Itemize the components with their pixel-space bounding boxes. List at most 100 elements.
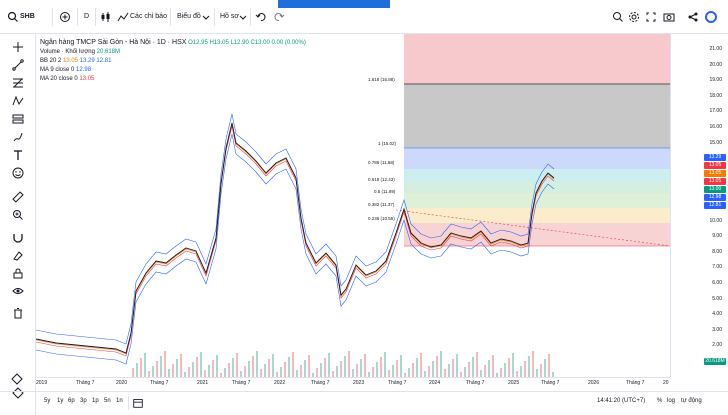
fib-zone-cyan [404, 169, 670, 182]
fib-label-1: 1 (15.02) [378, 141, 397, 146]
volume-bar [536, 369, 538, 377]
indicator-line [35, 123, 555, 355]
trash-icon[interactable] [11, 306, 25, 320]
chevron-down-icon[interactable] [199, 10, 213, 24]
time-tick: Tháng 7 [232, 380, 251, 386]
volume-bar [376, 362, 378, 377]
logo-icon[interactable] [704, 10, 718, 24]
volume-bar [492, 355, 494, 377]
volume-bar [200, 352, 202, 377]
range-1d[interactable]: 1n [116, 398, 123, 404]
volume-bar [432, 361, 434, 377]
time-axis[interactable]: 2019 Tháng 7 2020 Tháng 7 2021 Tháng 7 2022 Thá… [36, 377, 670, 391]
symbol-search[interactable]: SHB [20, 13, 35, 20]
volume-bar [456, 354, 458, 377]
volume-label: Volume · Khối lượng [40, 49, 95, 55]
volume-bar [468, 362, 470, 377]
price-label: 13.00 [704, 186, 726, 193]
object-tree-icon[interactable] [10, 372, 24, 386]
camera-icon[interactable] [662, 10, 676, 24]
range-3m[interactable]: 3p [80, 398, 87, 404]
volume-bar [308, 355, 310, 377]
pattern-icon[interactable] [11, 94, 25, 108]
gear-icon[interactable] [627, 10, 641, 24]
add-symbol-icon[interactable] [58, 10, 72, 24]
volume-bar [152, 366, 154, 377]
chart-pane[interactable]: Ngân hàng TMCP Sài Gòn - Hà Nội · 1D · H… [35, 34, 671, 377]
volume-bar [472, 357, 474, 377]
prediction-icon[interactable] [11, 112, 25, 126]
price-tick: 6.00 [712, 280, 722, 286]
bar-style-icon[interactable] [99, 10, 113, 24]
volume-bar [540, 364, 542, 377]
auto-toggle[interactable]: tự động [681, 398, 702, 404]
chart-type-button[interactable]: Biểu đồ [177, 13, 201, 20]
symbol-title: Ngân hàng TMCP Sài Gòn - Hà Nội · 1D · H… [40, 39, 187, 46]
volume-bar [464, 367, 466, 377]
log-toggle[interactable]: log [667, 398, 676, 404]
volume-bar [532, 351, 534, 377]
volume-bar [444, 369, 446, 377]
volume-bar [488, 360, 490, 377]
chevron-down-icon[interactable] [236, 10, 250, 24]
eye-icon[interactable] [11, 284, 25, 298]
price-tick: 18.00 [709, 92, 722, 99]
price-tick: 9.00 [712, 233, 722, 240]
emoji-icon[interactable] [11, 166, 25, 180]
text-icon[interactable] [11, 148, 25, 162]
volume-bar [132, 368, 134, 377]
lock-icon[interactable] [11, 266, 25, 280]
percent-toggle[interactable]: % [657, 398, 663, 404]
volume-bar [512, 353, 514, 377]
time-tick: 2024 [429, 380, 441, 386]
layout-button[interactable]: Hồ sơ [220, 13, 239, 20]
lock-drawings-icon[interactable] [11, 248, 25, 262]
calendar-icon[interactable] [132, 397, 144, 409]
volume-bar [240, 371, 242, 377]
interval-button[interactable]: D [84, 13, 90, 20]
price-axis[interactable]: 21.0020.0019.0018.0017.0016.0015.0014.00… [670, 34, 728, 377]
zoom-in-icon[interactable] [11, 208, 25, 222]
volume-bar [280, 367, 282, 377]
price-tick: 16.00 [709, 124, 722, 130]
volume-bar [380, 357, 382, 377]
price-chart[interactable] [35, 34, 671, 377]
crosshair-icon[interactable] [11, 40, 25, 54]
fib-label-0786: 0.786 (11.68) [368, 160, 395, 165]
brush-icon[interactable] [11, 130, 25, 144]
range-1m[interactable]: 1p [92, 398, 99, 404]
range-5d[interactable]: 5n [104, 398, 111, 404]
volume-bar [212, 360, 214, 377]
price-tick: 15.00 [709, 139, 722, 146]
volume-bar [296, 370, 298, 377]
range-6m[interactable]: 6p [68, 398, 75, 404]
volume-bar [224, 368, 226, 377]
time-tick: Tháng 7 [388, 380, 407, 386]
volume-bar [416, 358, 418, 377]
undo-icon[interactable] [254, 10, 268, 24]
clock: 14:41:20 (UTC+7) [597, 398, 646, 404]
range-1y[interactable]: 1y [57, 398, 64, 404]
indicators-button[interactable]: Các chỉ báo [130, 13, 167, 20]
volume-bar [524, 361, 526, 377]
ma-label: MA 9 close 0 [40, 67, 75, 73]
volume-bar [336, 366, 338, 377]
trend-line-icon[interactable] [11, 58, 25, 72]
search-icon[interactable] [6, 10, 20, 24]
chart-legend: Ngân hàng TMCP Sài Gòn - Hà Nội · 1D · H… [40, 38, 306, 84]
share-icon[interactable] [686, 10, 700, 24]
price-tick: 20.00 [709, 61, 722, 68]
indicators-icon[interactable] [116, 10, 130, 24]
volume-bar [356, 364, 358, 377]
fib-retracement-icon[interactable] [11, 76, 25, 90]
range-5y[interactable]: 5y [44, 398, 51, 404]
redo-icon[interactable] [272, 10, 286, 24]
ruler-icon[interactable] [11, 190, 25, 204]
magnet-icon[interactable] [11, 230, 25, 244]
bb-value-1: 13.05 [63, 58, 79, 64]
volume-bar [144, 353, 146, 377]
quick-search-icon[interactable] [611, 10, 625, 24]
fullscreen-icon[interactable] [644, 10, 658, 24]
volume-bar [384, 352, 386, 377]
fib-label-0382: 0.382 (11.37) [368, 202, 395, 207]
